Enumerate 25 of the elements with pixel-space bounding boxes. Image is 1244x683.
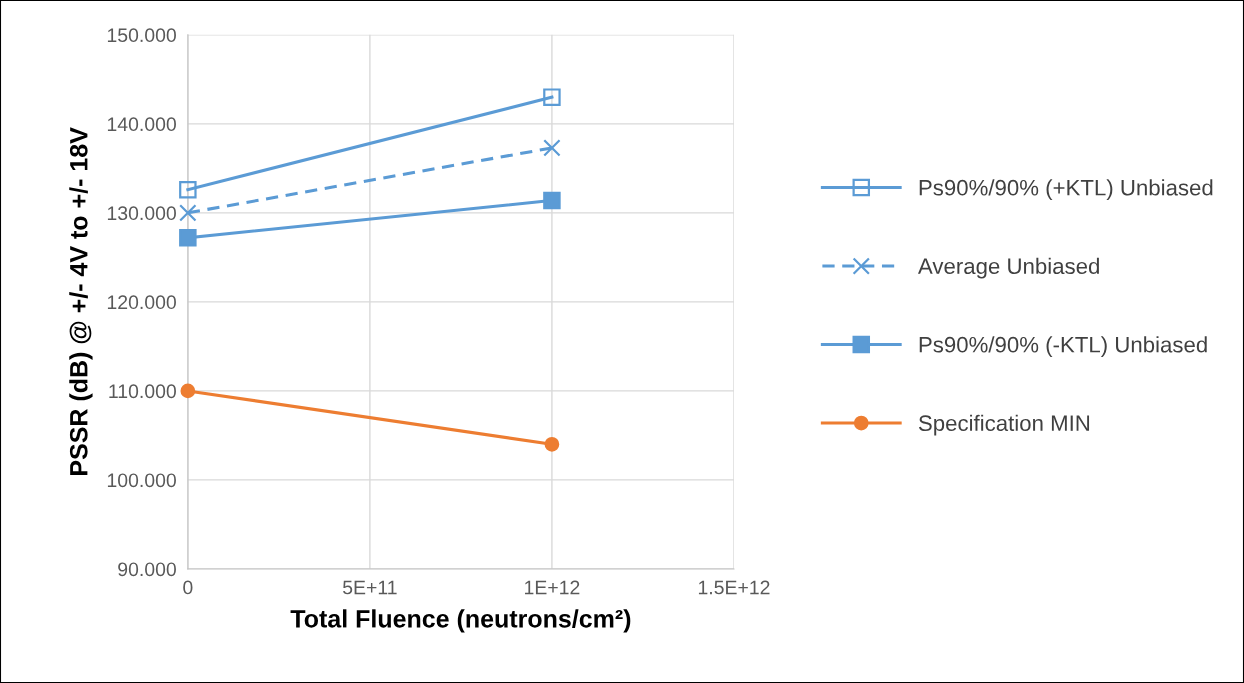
legend-label: Ps90%/90% (-KTL) Unbiased bbox=[919, 336, 1207, 357]
y-tick-label: 90.000 bbox=[118, 562, 176, 577]
x-tick-label: 1E+12 bbox=[525, 580, 580, 595]
y-tick-label: 140.000 bbox=[107, 117, 176, 132]
x-tick-label: 5E+11 bbox=[342, 580, 397, 595]
point bbox=[179, 229, 197, 247]
y-tick-label: 100.000 bbox=[107, 473, 176, 488]
point bbox=[543, 191, 561, 210]
point bbox=[544, 436, 560, 452]
x-axis-title: Total Fluence (neutrons/cm²) bbox=[290, 609, 631, 633]
y-tick-label: 120.000 bbox=[107, 295, 176, 310]
point bbox=[543, 139, 561, 157]
point bbox=[179, 204, 197, 222]
legend-label: Average Unbiased bbox=[917, 257, 1099, 279]
point bbox=[180, 383, 196, 399]
x-tick-label: 1.5E+12 bbox=[698, 580, 770, 595]
y-axis-title: PSSR (dB) @ +/- 4V to +/- 18V bbox=[69, 127, 93, 475]
point bbox=[179, 180, 197, 199]
y-tick-label: 150.000 bbox=[107, 28, 176, 43]
legend-label: Specification MIN bbox=[918, 414, 1090, 436]
y-tick-label: 130.000 bbox=[107, 206, 176, 221]
point bbox=[543, 88, 561, 106]
y-tick-label: 110.000 bbox=[109, 384, 176, 399]
x-tick-label: 0 bbox=[183, 580, 193, 595]
legend-label: Ps90%/90% (+KTL) Unbiased bbox=[919, 179, 1213, 200]
